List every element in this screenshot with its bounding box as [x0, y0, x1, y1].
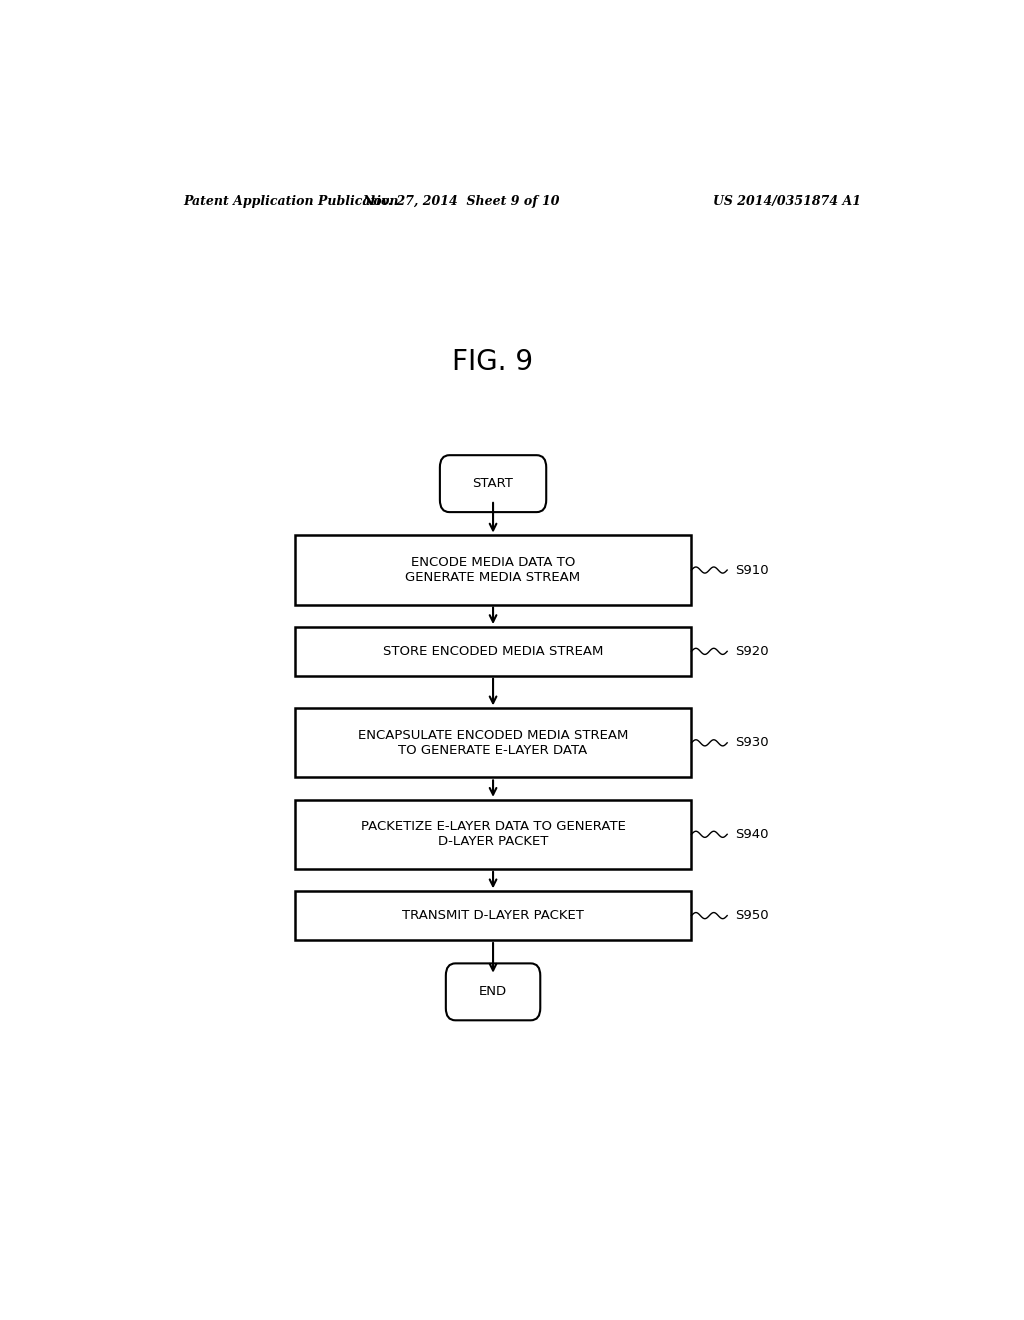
Bar — [295, 800, 691, 869]
Text: FIG. 9: FIG. 9 — [453, 347, 534, 376]
Text: START: START — [473, 477, 513, 490]
Text: TRANSMIT D-LAYER PACKET: TRANSMIT D-LAYER PACKET — [402, 909, 584, 923]
Text: END: END — [479, 985, 507, 998]
Text: Nov. 27, 2014  Sheet 9 of 10: Nov. 27, 2014 Sheet 9 of 10 — [362, 194, 560, 207]
Bar — [295, 709, 691, 777]
Bar — [295, 536, 691, 605]
Text: S940: S940 — [735, 828, 769, 841]
Text: ENCODE MEDIA DATA TO
GENERATE MEDIA STREAM: ENCODE MEDIA DATA TO GENERATE MEDIA STRE… — [406, 556, 581, 583]
FancyBboxPatch shape — [440, 455, 546, 512]
Bar — [295, 627, 691, 676]
Text: S920: S920 — [735, 645, 769, 657]
Text: US 2014/0351874 A1: US 2014/0351874 A1 — [713, 194, 861, 207]
Text: Patent Application Publication: Patent Application Publication — [183, 194, 399, 207]
Text: STORE ENCODED MEDIA STREAM: STORE ENCODED MEDIA STREAM — [383, 645, 603, 657]
FancyBboxPatch shape — [445, 964, 541, 1020]
Bar — [295, 891, 691, 940]
Text: ENCAPSULATE ENCODED MEDIA STREAM
TO GENERATE E-LAYER DATA: ENCAPSULATE ENCODED MEDIA STREAM TO GENE… — [357, 729, 629, 756]
Text: S910: S910 — [735, 564, 769, 577]
Text: PACKETIZE E-LAYER DATA TO GENERATE
D-LAYER PACKET: PACKETIZE E-LAYER DATA TO GENERATE D-LAY… — [360, 820, 626, 849]
Text: S950: S950 — [735, 909, 769, 923]
Text: S930: S930 — [735, 737, 769, 750]
